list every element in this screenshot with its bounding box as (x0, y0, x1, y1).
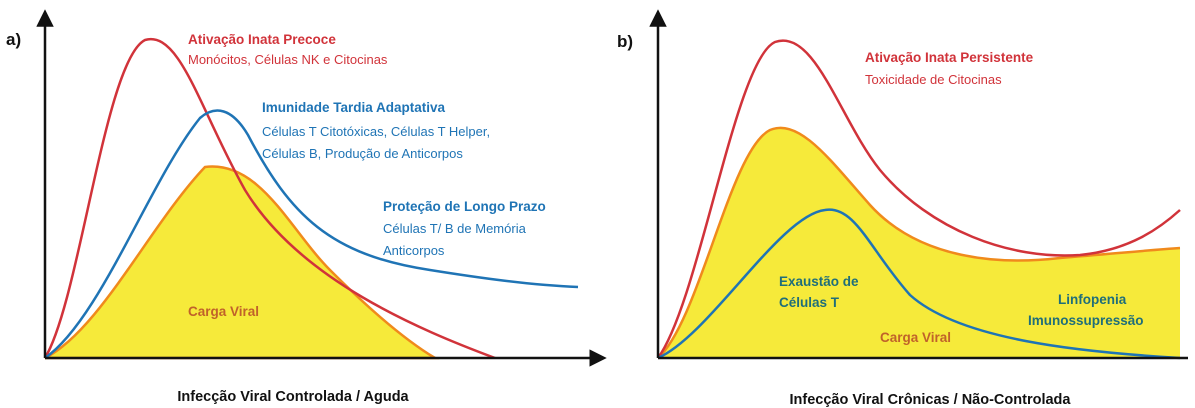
panel-a-adaptive-line-1: Células T Citotóxicas, Células T Helper, (262, 124, 490, 139)
panel-b-tcell-curve (657, 208, 1181, 360)
panel-a-adaptive-line-2: Células B, Produção de Anticorpos (262, 146, 463, 161)
panel-b-innate-title: Ativação Inata Persistente (865, 50, 1034, 65)
panel-a-longterm-line-2: Anticorpos (383, 243, 445, 258)
panel-a-longterm-title: Proteção de Longo Prazo (383, 199, 546, 214)
panel-a-caption: Infecção Viral Controlada / Aguda (177, 389, 409, 405)
panel-a: a) Ativação Inata Precoce Monócitos, Cél… (6, 9, 607, 405)
panel-b-lymphopenia-line-1: Linfopenia (1058, 292, 1127, 307)
panel-b-exhaustion-line-1: Exaustão de (779, 274, 859, 289)
panel-b-lymphopenia-line-2: Imunossupressão (1028, 313, 1144, 328)
panel-a-innate-title: Ativação Inata Precoce (188, 32, 336, 47)
panel-a-viral-load-area (44, 165, 440, 360)
panel-b-innate-curve (656, 39, 1181, 359)
panel-b-viral-load-curve (657, 126, 1181, 359)
panel-b-letter: b) (617, 32, 633, 51)
panel-b-caption: Infecção Viral Crônicas / Não-Controlada (790, 392, 1072, 408)
panel-b-viral-load-area (658, 127, 1180, 358)
panel-a-adaptive-title: Imunidade Tardia Adaptativa (262, 100, 446, 115)
panel-b-exhaustion-line-2: Células T (779, 295, 840, 310)
panel-a-longterm-line-1: Células T/ B de Memória (383, 221, 527, 236)
panel-b-innate-subtitle: Toxicidade de Citocinas (865, 72, 1002, 87)
panel-b-viral-load-label: Carga Viral (880, 330, 951, 345)
panel-a-innate-subtitle: Monócitos, Células NK e Citocinas (188, 52, 388, 67)
panel-b: b) Ativação Inata Persistente Toxicidade… (617, 9, 1188, 408)
panel-a-viral-load-label: Carga Viral (188, 304, 259, 319)
panel-a-letter: a) (6, 30, 21, 49)
panel-a-adaptive-curve (44, 109, 579, 360)
panel-a-innate-curve (43, 37, 496, 360)
